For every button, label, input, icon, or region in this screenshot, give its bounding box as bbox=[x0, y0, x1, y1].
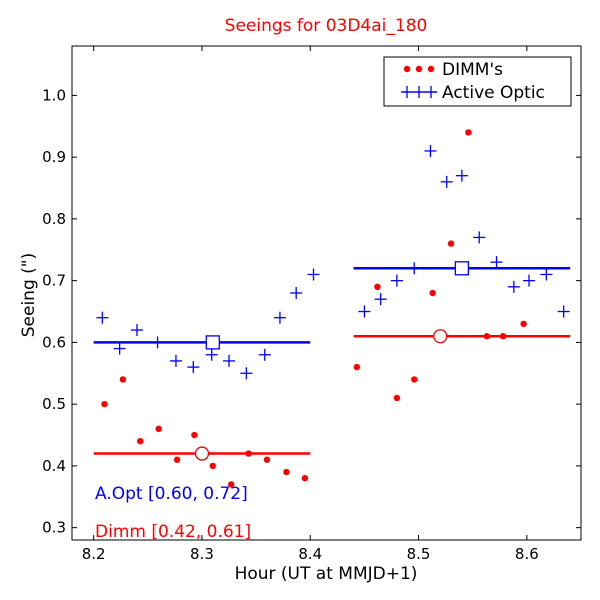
active-optic-point-10 bbox=[273, 311, 286, 324]
legend-dimm-dot bbox=[427, 65, 435, 73]
active-optic-point-14 bbox=[374, 293, 387, 306]
dimm-point-21 bbox=[520, 320, 527, 328]
active-optic-point-3 bbox=[151, 336, 164, 349]
active-optic-point-9 bbox=[258, 348, 271, 361]
dimm-point-20 bbox=[499, 333, 507, 340]
dimm-point-7 bbox=[227, 481, 235, 488]
y-axis-label: Seeing (") bbox=[19, 253, 39, 338]
active-optic-point-5 bbox=[187, 361, 200, 374]
dimm-point-9 bbox=[263, 456, 271, 463]
dimm-point-15 bbox=[411, 376, 418, 383]
legend-box bbox=[383, 56, 572, 107]
plot-area: 8.2 8.3 8.4 8.5 8.6 0.3 0.4 0.5 0.6 0.7 0.8 0.9 1.0 bbox=[42, 45, 582, 563]
legend-dimm-marker bbox=[403, 65, 435, 73]
legend-dimm-dot bbox=[415, 65, 423, 73]
dimm-point-19 bbox=[483, 333, 490, 340]
annotation-dimm-range: Dimm [0.42, 0.61] bbox=[95, 522, 251, 542]
active-optic-point-23 bbox=[523, 274, 536, 287]
active-optic-point-16 bbox=[408, 262, 421, 275]
dimm-point-17 bbox=[447, 240, 455, 247]
dimm-point-14 bbox=[393, 394, 401, 402]
chart-title: Seeings for 03D4ai_180 bbox=[225, 16, 428, 36]
legend-dimm-label: DIMM's bbox=[442, 60, 503, 80]
mean-marker-square-1 bbox=[454, 261, 470, 276]
active-optic-point-24 bbox=[540, 268, 553, 281]
y-tick-label: 0.6 bbox=[42, 333, 66, 351]
y-tick-label: 0.5 bbox=[42, 395, 66, 413]
active-optic-point-13 bbox=[358, 305, 371, 318]
dimm-point-10 bbox=[283, 468, 290, 476]
mean-marker-circle-2 bbox=[194, 446, 210, 461]
legend-active-optic-label: Active Optic bbox=[442, 83, 545, 103]
active-optic-point-4 bbox=[169, 354, 182, 367]
active-optic-point-7 bbox=[223, 354, 236, 367]
legend: DIMM's Active Optic bbox=[383, 56, 572, 107]
x-tick-label: 8.3 bbox=[190, 545, 214, 563]
dimm-point-18 bbox=[465, 129, 472, 136]
active-optic-point-12 bbox=[307, 268, 320, 281]
dimm-point-4 bbox=[173, 456, 181, 463]
x-tick-label: 8.5 bbox=[407, 545, 431, 563]
active-optic-point-2 bbox=[130, 324, 143, 337]
x-tick-label: 8.6 bbox=[515, 545, 539, 563]
legend-dimm-dot bbox=[403, 65, 411, 73]
data-series bbox=[93, 129, 571, 488]
active-optic-point-8 bbox=[240, 367, 253, 380]
dimm-point-6 bbox=[209, 462, 216, 470]
y-tick-label: 1.0 bbox=[42, 86, 66, 104]
dimm-point-3 bbox=[155, 425, 162, 433]
dimm-point-1 bbox=[119, 376, 127, 383]
dimm-point-13 bbox=[374, 283, 381, 291]
y-tick-label: 0.7 bbox=[42, 272, 66, 290]
mean-marker-square-0 bbox=[205, 335, 220, 350]
dimm-point-0 bbox=[101, 400, 108, 408]
active-optic-point-21 bbox=[490, 256, 503, 269]
active-optic-point-15 bbox=[390, 274, 403, 287]
active-optic-point-11 bbox=[290, 287, 303, 299]
y-tick-label: 0.9 bbox=[42, 148, 66, 166]
legend-active-optic-marker bbox=[401, 86, 437, 98]
active-optic-point-20 bbox=[473, 231, 486, 244]
plot-frame bbox=[71, 45, 582, 541]
dimm-point-5 bbox=[191, 431, 198, 439]
dimm-point-12 bbox=[353, 363, 361, 371]
active-optic-point-17 bbox=[424, 144, 437, 157]
dimm-point-16 bbox=[429, 289, 436, 297]
x-axis-label: Hour (UT at MMJD+1) bbox=[235, 564, 418, 584]
dimm-point-8 bbox=[245, 450, 252, 457]
active-optic-point-19 bbox=[455, 169, 468, 182]
y-tick-label: 0.4 bbox=[42, 457, 66, 475]
x-tick-label: 8.4 bbox=[298, 545, 322, 563]
active-optic-point-1 bbox=[113, 342, 126, 355]
y-tick-label: 0.3 bbox=[42, 519, 66, 537]
active-optic-point-25 bbox=[557, 305, 570, 318]
active-optic-point-22 bbox=[507, 280, 520, 293]
active-optic-point-18 bbox=[440, 175, 453, 188]
annotation-active-optic-range: A.Opt [0.60, 0.72] bbox=[95, 484, 248, 504]
mean-marker-circle-3 bbox=[433, 329, 448, 344]
x-tick-label: 8.2 bbox=[82, 545, 106, 563]
dimm-point-2 bbox=[137, 438, 144, 445]
dimm-point-11 bbox=[301, 475, 309, 482]
y-tick-label: 0.8 bbox=[42, 210, 66, 228]
axes: 8.2 8.3 8.4 8.5 8.6 0.3 0.4 0.5 0.6 0.7 0.8 0.9 1.0 bbox=[42, 45, 582, 563]
active-optic-point-0 bbox=[96, 311, 109, 324]
active-optic-point-6 bbox=[205, 348, 218, 361]
